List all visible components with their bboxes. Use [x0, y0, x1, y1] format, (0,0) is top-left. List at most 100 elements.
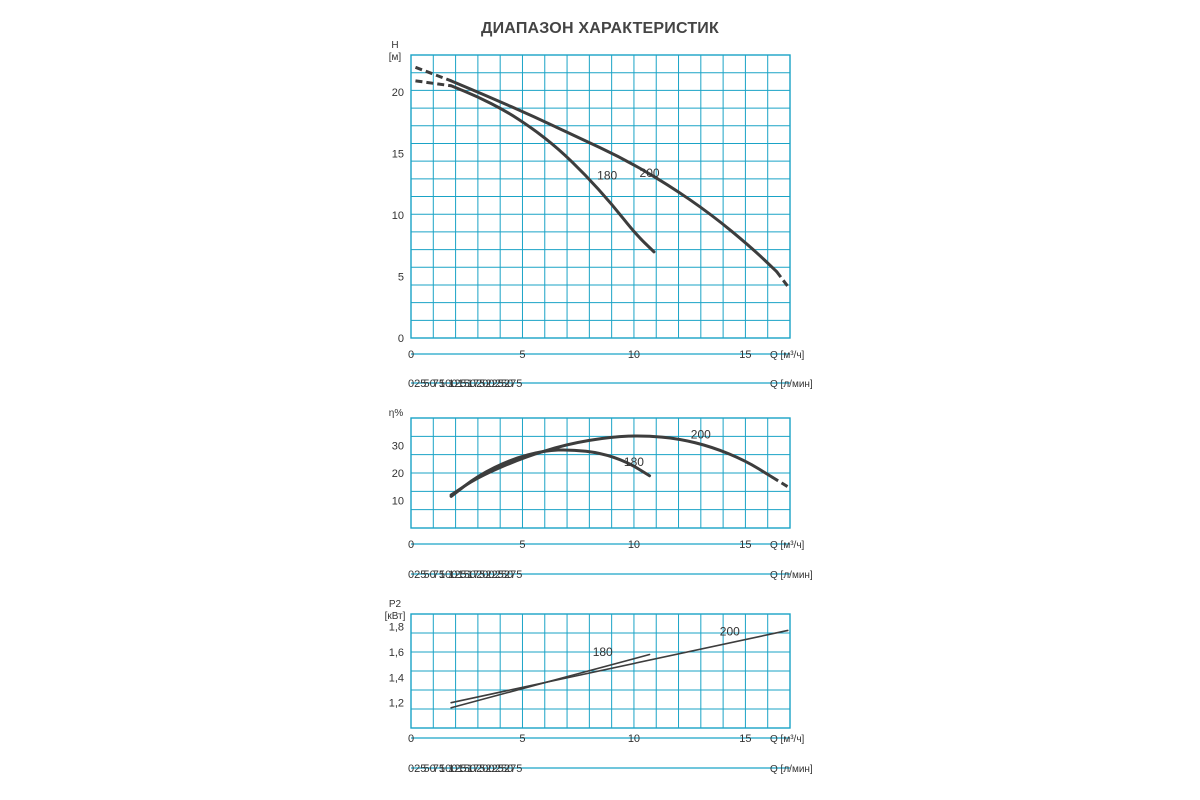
x-tick-label: 15	[739, 349, 751, 361]
x2-tick-label: 200	[476, 763, 494, 775]
x2-tick-label: 125	[448, 378, 466, 390]
x2-tick-label: 0	[408, 378, 414, 390]
y-axis-label: P2	[389, 599, 402, 610]
y-tick-label: 15	[392, 148, 404, 160]
x-axis-label: Q [м³/ч]	[770, 540, 805, 551]
x2-tick-label: 250	[495, 569, 513, 581]
curve-label-180: 180	[597, 169, 617, 183]
x2-tick-label: 75	[433, 569, 445, 581]
x2-tick-label: 100	[439, 763, 457, 775]
x2-tick-label: 150	[458, 378, 476, 390]
y-axis-unit: [кВт]	[385, 611, 406, 622]
x2-tick-label: 175	[467, 569, 485, 581]
x-tick-label: 15	[739, 539, 751, 551]
x2-tick-label: 275	[504, 378, 522, 390]
x2-tick-label: 100	[439, 569, 457, 581]
x2-axis-label: Q [л/мин]	[770, 570, 813, 581]
x-tick-label: 10	[628, 539, 640, 551]
x-tick-label: 10	[628, 349, 640, 361]
x2-tick-label: 75	[433, 378, 445, 390]
y-axis-label: η%	[389, 408, 404, 419]
curve-label-200: 200	[720, 625, 740, 639]
chart-3: 1,21,41,61,8P2[кВт]0 5 10 15 Q [м³/ч]0 255075…	[385, 599, 813, 775]
series-180: 180	[449, 448, 652, 498]
curve-180	[449, 448, 652, 498]
plot-frame	[410, 417, 791, 529]
curve-label-180: 180	[593, 645, 613, 659]
page-title: ДИАПАЗОН ХАРАКТЕРИСТИК	[481, 20, 719, 37]
y-tick-label: 10	[392, 496, 404, 508]
series-180: 180	[450, 645, 651, 709]
x2-tick-label: 25	[414, 763, 426, 775]
y-tick-label: 1,2	[389, 698, 404, 710]
x2-tick-label: 50	[423, 763, 435, 775]
plot-frame	[410, 613, 791, 729]
y-tick-label: 20	[392, 87, 404, 99]
curve-200	[449, 434, 774, 497]
x2-tick-label: 75	[433, 763, 445, 775]
x2-tick-label: 50	[423, 569, 435, 581]
x2-tick-label: 250	[495, 378, 513, 390]
x2-axis-label: Q [л/мин]	[770, 764, 813, 775]
y-tick-label: 30	[392, 441, 404, 453]
x-axis-label: Q [м³/ч]	[770, 734, 805, 745]
x-tick-label: 0	[408, 349, 414, 361]
x2-tick-label: 175	[467, 378, 485, 390]
grid	[410, 613, 791, 729]
x-tick-label: 0	[408, 733, 414, 745]
x-axis-label: Q [м³/ч]	[770, 350, 805, 361]
y-tick-label: 20	[392, 468, 404, 480]
x2-tick-label: 225	[485, 569, 503, 581]
series-200: 200	[414, 65, 789, 288]
series-200: 200	[450, 625, 789, 704]
y-tick-label: 10	[392, 210, 404, 222]
x-tick-label: 5	[519, 539, 525, 551]
y-tick-label: 1,6	[389, 647, 404, 659]
x2-tick-label: 25	[414, 378, 426, 390]
x2-tick-label: 275	[504, 569, 522, 581]
x2-tick-label: 50	[423, 378, 435, 390]
curve-180-dashed-start	[415, 79, 452, 88]
x-tick-label: 5	[519, 733, 525, 745]
curve-200	[449, 79, 779, 274]
x2-tick-label: 125	[448, 763, 466, 775]
x-tick-label: 0	[408, 539, 414, 551]
y-tick-label: 1,4	[389, 672, 404, 684]
y-axis-label: H	[391, 40, 398, 51]
series-180: 180	[415, 79, 656, 254]
x2-tick-label: 225	[485, 378, 503, 390]
grid	[410, 417, 791, 529]
curve-label-200: 200	[691, 428, 711, 442]
y-tick-label: 5	[398, 271, 404, 283]
plot-frame	[410, 54, 791, 339]
curve-200-dashed-end	[775, 270, 789, 288]
x-tick-label: 5	[519, 349, 525, 361]
x-tick-label: 15	[739, 733, 751, 745]
series-200: 200	[449, 428, 789, 497]
x2-tick-label: 0	[408, 569, 414, 581]
x2-tick-label: 175	[467, 763, 485, 775]
x2-tick-label: 250	[495, 763, 513, 775]
grid	[410, 54, 791, 339]
x2-tick-label: 200	[476, 569, 494, 581]
x-tick-label: 10	[628, 733, 640, 745]
x2-tick-label: 125	[448, 569, 466, 581]
x2-tick-label: 150	[458, 569, 476, 581]
x2-tick-label: 0	[408, 763, 414, 775]
x2-tick-label: 275	[504, 763, 522, 775]
x2-tick-label: 25	[414, 569, 426, 581]
curve-200	[450, 629, 789, 704]
curve-label-200: 200	[640, 166, 660, 180]
x2-tick-label: 225	[485, 763, 503, 775]
x2-tick-label: 200	[476, 378, 494, 390]
x2-tick-label: 150	[458, 763, 476, 775]
y-tick-label: 1,8	[389, 622, 404, 634]
curve-180	[449, 84, 656, 254]
curve-label-180: 180	[624, 455, 644, 469]
y-tick-label: 0	[398, 333, 404, 345]
y-axis-unit: [м]	[389, 52, 402, 63]
curve-200-dashed-start	[414, 65, 452, 83]
